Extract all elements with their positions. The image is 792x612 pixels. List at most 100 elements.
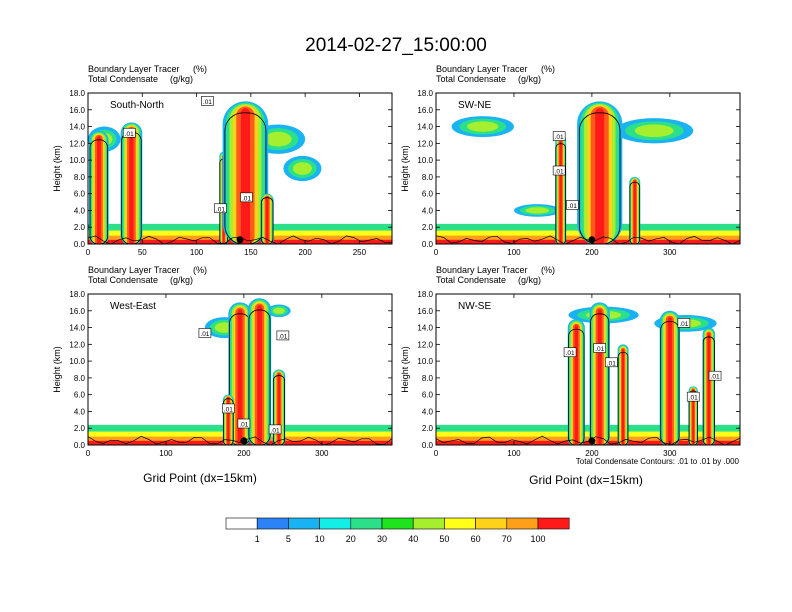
contour-tag-label: .01 [242,195,251,202]
panel-west-east: Boundary Layer Tracer (%) Total Condensate… [52,265,393,458]
contour-tag: .01 [552,165,566,176]
fill-unit: (%) [541,265,555,275]
contour-tag: .01 [605,357,618,367]
panel-title: West-East [110,301,156,312]
storm-center-marker [588,236,596,244]
colorbar-box [475,517,508,530]
y-tick-label: 14.0 [417,123,433,132]
plume-layer [574,325,579,445]
y-tick-label: 18.0 [69,290,85,299]
y-tick-label: 12.0 [69,139,85,148]
colorbar-label: 60 [471,534,481,544]
y-tick-label: 4.0 [74,206,86,215]
fill-unit: (%) [193,265,207,275]
contour-tag-label: .01 [555,169,564,176]
y-tick-label: 14.0 [417,324,433,333]
anvil-layer [273,307,285,314]
plume-layer [240,108,250,244]
contour-unit: (g/kg) [170,74,193,84]
contour-label: Total Condensate [436,275,506,285]
x-tick-label: 50 [138,248,147,257]
x-tick-label: 0 [86,248,91,257]
colorbar-box [225,517,258,530]
x-tick-label: 0 [434,248,439,257]
contour-tag-label: .01 [711,374,720,381]
fill-label: Boundary Layer Tracer [436,64,528,74]
x-tick-label: 200 [585,248,599,257]
x-tick-label: 200 [585,449,599,458]
y-axis-label: Height (km) [52,346,62,393]
contour-tag: .01 [708,370,722,381]
plot-frame [87,92,393,245]
condensate-contour [590,313,610,445]
plot-frame [87,293,393,446]
contour-tag: .01 [276,330,290,340]
x-tick-label: 300 [315,449,329,458]
anvil-layer [292,162,312,175]
anvil-layer [264,131,292,147]
contour-tag-label: .01 [689,395,698,402]
panel-sw-ne: Boundary Layer Tracer (%) Total Condensate… [400,64,741,257]
plume-layer [237,309,243,445]
y-tick-label: 12.0 [69,340,85,349]
y-tick-label: 2.0 [422,424,434,433]
contour-tag-label: .01 [224,406,233,413]
anvil-layer [634,124,674,138]
contour-label: Total Condensate [436,74,506,84]
y-tick-label: 0.0 [422,240,434,249]
y-tick-label: 6.0 [422,190,434,199]
panel-nw-se: Boundary Layer Tracer (%) Total Condensate… [400,265,741,458]
contour-tag: .01 [222,403,235,413]
colorbar-label: 1 [255,534,260,544]
colorbar-label: 40 [408,534,418,544]
y-tick-label: 18.0 [417,290,433,299]
colorbar-box [256,517,289,530]
contour-tag-label: .01 [278,333,287,340]
condensate-contour [248,309,271,445]
plume-layer [707,333,711,445]
x-axis-label-right: Grid Point (dx=15km) [529,473,643,487]
colorbar-label: 50 [439,534,449,544]
contour-tag: .01 [122,127,136,138]
colorbar-label: 30 [377,534,387,544]
contour-tag-label: .01 [568,203,577,210]
panel-title: SW-NE [458,100,491,111]
y-tick-label: 16.0 [417,106,433,115]
colorbar-box [350,517,383,530]
colorbar-label: 5 [286,534,291,544]
condensate-contour [568,328,585,445]
contour-tag: .01 [677,318,691,328]
x-tick-label: 0 [86,449,91,458]
y-tick-label: 14.0 [69,324,85,333]
x-tick-label: 150 [244,248,258,257]
y-axis-label: Height (km) [400,145,410,192]
x-tick-label: 100 [507,449,521,458]
condensate-contour [89,139,109,244]
condensate-contour [224,112,267,244]
contour-tag-label: .01 [595,346,604,353]
plot-area: .01 .01 .01 .01 .01 [88,294,392,445]
y-tick-label: 8.0 [422,374,434,383]
colorbar-label: 10 [315,534,325,544]
x-tick-label: 100 [507,248,521,257]
plume-layer [667,317,672,445]
y-tick-label: 2.0 [74,424,86,433]
x-tick-label: 250 [353,248,367,257]
contour-tag: .01 [686,391,700,402]
condensate-contour [702,336,715,445]
plot-frame [435,92,741,245]
y-tick-label: 16.0 [69,307,85,316]
surface-contour [88,435,392,445]
x-tick-label: 0 [434,449,439,458]
contour-tag-label: .01 [125,131,134,138]
y-tick-label: 10.0 [417,357,433,366]
plume-layer [692,389,695,445]
fill-label: Boundary Layer Tracer [88,64,180,74]
plume-layer [129,128,134,244]
y-tick-label: 18.0 [417,89,433,98]
x-axis-label-left: Grid Point (dx=15km) [143,471,257,485]
y-axis-label: Height (km) [400,346,410,393]
plume-layer [633,180,636,244]
